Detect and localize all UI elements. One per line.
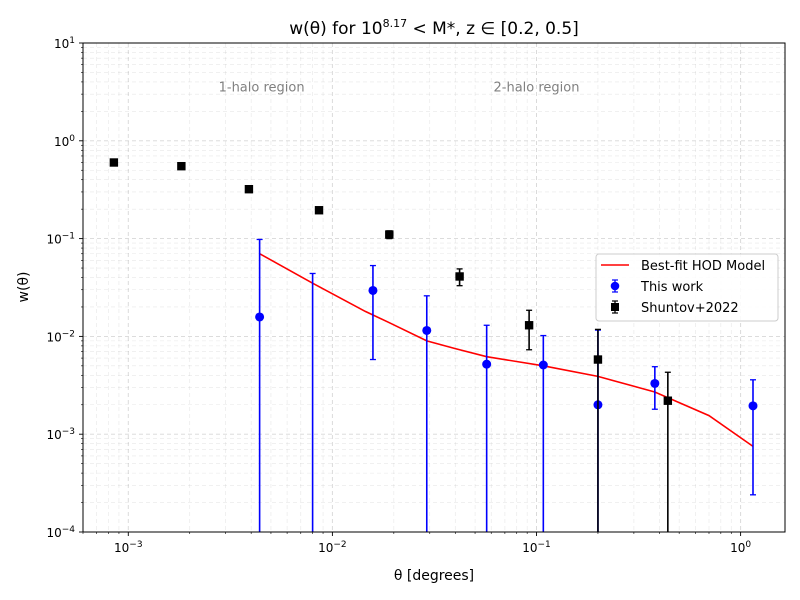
title-part: w(θ) for 10: [289, 19, 382, 39]
title-part: < M*, z ∈ [0.2, 0.5]: [407, 19, 579, 39]
y-tick-label: 10−1: [46, 232, 75, 247]
legend-item-1: This work: [610, 279, 704, 295]
data-point: [593, 355, 603, 364]
data-point: [650, 378, 660, 388]
data-point: [455, 272, 464, 281]
series-1: [255, 238, 758, 532]
legend-marker: [610, 281, 620, 291]
tick-label-exponent: 0: [745, 540, 751, 550]
legend-frame: [595, 253, 779, 322]
tick-label-exponent: −3: [129, 540, 142, 550]
tick-label-exponent: −4: [62, 525, 76, 535]
plot-area: [109, 158, 758, 532]
data-point: [482, 359, 492, 369]
y-tick-label: 10−4: [46, 525, 75, 540]
y-axis-title: w(θ): [16, 272, 32, 303]
legend-item-2: Shuntov+2022: [611, 300, 739, 316]
chart-title: w(θ) for 108.17 < M*, z ∈ [0.2, 0.5]: [289, 17, 579, 39]
x-tick-label: 10−1: [522, 540, 551, 555]
series-0: [259, 253, 754, 448]
data-point: [177, 161, 186, 171]
y-tick-label: 101: [54, 36, 75, 51]
tick-label-base: 10: [114, 541, 129, 555]
data-point: [255, 312, 265, 322]
tick-label-exponent: −1: [538, 540, 551, 550]
legend-label: Best-fit HOD Model: [641, 259, 765, 274]
data-point: [422, 325, 432, 335]
data-point: [748, 401, 758, 411]
tick-label-exponent: 1: [69, 36, 75, 46]
legend: Best-fit HOD Model This work Shuntov+2022: [595, 253, 779, 322]
tick-label-base: 10: [54, 37, 69, 51]
legend-item-0: Best-fit HOD Model: [601, 259, 765, 274]
data-point: [538, 360, 548, 370]
title-exponent: 8.17: [383, 17, 408, 30]
legend-marker: [611, 303, 619, 311]
tick-label-base: 10: [46, 428, 61, 442]
tick-label-base: 10: [318, 541, 333, 555]
annotations: 1-halo region 2-halo region: [219, 80, 580, 95]
series-2: [109, 158, 673, 532]
tick-label-exponent: −3: [62, 427, 75, 437]
data-point: [314, 206, 324, 215]
data-point: [385, 230, 394, 239]
y-tick-label: 10−3: [46, 427, 75, 442]
region-annotation: 2-halo region: [494, 80, 580, 95]
tick-label-base: 10: [46, 233, 61, 247]
y-tick-label: 100: [54, 134, 75, 149]
tick-label-base: 10: [522, 541, 537, 555]
data-point: [368, 285, 378, 295]
data-point: [109, 158, 119, 167]
x-tick-label: 10−2: [318, 540, 347, 555]
plot-frame: [82, 42, 786, 533]
data-point: [244, 184, 254, 194]
tick-label-exponent: −1: [62, 232, 75, 242]
y-tick-label: 10−2: [46, 329, 75, 344]
model-line: [259, 253, 754, 448]
tick-label-base: 10: [46, 330, 61, 344]
tick-label-base: 10: [730, 541, 745, 555]
tick-label-exponent: −2: [62, 329, 75, 339]
x-tick-label: 10−3: [114, 540, 143, 555]
tick-label-exponent: −2: [333, 540, 346, 550]
tick-label-base: 10: [54, 135, 69, 149]
region-annotation: 1-halo region: [219, 80, 305, 95]
legend-label: Shuntov+2022: [641, 301, 739, 316]
x-tick-label: 100: [730, 540, 751, 555]
tick-label-base: 10: [46, 526, 61, 540]
tick-label-exponent: 0: [69, 134, 75, 144]
legend-label: This work: [640, 280, 704, 295]
data-point: [524, 321, 534, 330]
data-point: [663, 396, 673, 405]
x-axis-title: θ [degrees]: [394, 568, 474, 584]
